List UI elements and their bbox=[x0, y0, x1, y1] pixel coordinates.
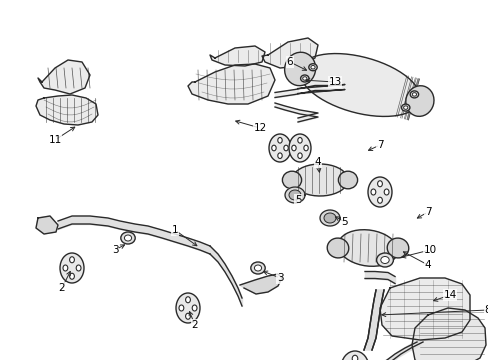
Text: 3: 3 bbox=[276, 273, 283, 283]
Ellipse shape bbox=[284, 52, 315, 86]
Text: 5: 5 bbox=[294, 195, 301, 205]
Text: 6: 6 bbox=[286, 57, 293, 67]
Ellipse shape bbox=[291, 145, 296, 151]
Text: 2: 2 bbox=[59, 283, 65, 293]
Ellipse shape bbox=[288, 134, 310, 162]
Ellipse shape bbox=[377, 197, 382, 203]
Ellipse shape bbox=[370, 189, 375, 195]
Text: 8: 8 bbox=[484, 305, 488, 315]
Ellipse shape bbox=[384, 189, 388, 195]
Polygon shape bbox=[285, 187, 305, 203]
Ellipse shape bbox=[179, 305, 183, 311]
Text: 4: 4 bbox=[314, 157, 321, 167]
Ellipse shape bbox=[411, 93, 416, 96]
Ellipse shape bbox=[303, 145, 307, 151]
Polygon shape bbox=[291, 164, 347, 196]
Ellipse shape bbox=[124, 235, 131, 241]
Text: 14: 14 bbox=[443, 290, 456, 300]
Ellipse shape bbox=[121, 232, 135, 244]
Ellipse shape bbox=[409, 91, 418, 98]
Ellipse shape bbox=[268, 134, 290, 162]
Text: 5: 5 bbox=[341, 217, 347, 227]
Polygon shape bbox=[379, 278, 469, 340]
Ellipse shape bbox=[326, 238, 348, 258]
Text: 7: 7 bbox=[424, 207, 430, 217]
Polygon shape bbox=[209, 46, 264, 66]
Ellipse shape bbox=[340, 351, 368, 360]
Text: 7: 7 bbox=[376, 140, 383, 150]
Ellipse shape bbox=[324, 213, 335, 223]
Ellipse shape bbox=[277, 138, 282, 143]
Ellipse shape bbox=[254, 265, 261, 271]
Text: 4: 4 bbox=[424, 260, 430, 270]
Text: 10: 10 bbox=[423, 245, 436, 255]
Polygon shape bbox=[363, 338, 375, 350]
Ellipse shape bbox=[271, 145, 276, 151]
Ellipse shape bbox=[69, 273, 74, 279]
Ellipse shape bbox=[69, 257, 74, 263]
Ellipse shape bbox=[76, 265, 81, 271]
Polygon shape bbox=[240, 274, 282, 294]
Polygon shape bbox=[367, 325, 377, 338]
Ellipse shape bbox=[282, 171, 301, 189]
Text: 13: 13 bbox=[328, 77, 341, 87]
Text: 3: 3 bbox=[111, 245, 118, 255]
Ellipse shape bbox=[63, 265, 68, 271]
Ellipse shape bbox=[403, 106, 407, 109]
Ellipse shape bbox=[310, 66, 314, 69]
Ellipse shape bbox=[297, 153, 302, 158]
Ellipse shape bbox=[386, 238, 408, 258]
Text: 1: 1 bbox=[171, 225, 178, 235]
Ellipse shape bbox=[283, 145, 287, 151]
Ellipse shape bbox=[185, 297, 190, 303]
Ellipse shape bbox=[288, 190, 301, 200]
Ellipse shape bbox=[308, 64, 317, 71]
Polygon shape bbox=[36, 216, 58, 234]
Ellipse shape bbox=[367, 177, 391, 207]
Ellipse shape bbox=[351, 355, 357, 360]
Ellipse shape bbox=[401, 104, 409, 111]
Polygon shape bbox=[320, 210, 339, 226]
Polygon shape bbox=[299, 54, 420, 116]
Polygon shape bbox=[338, 230, 397, 266]
Ellipse shape bbox=[300, 75, 308, 82]
Polygon shape bbox=[187, 64, 274, 104]
Ellipse shape bbox=[60, 253, 84, 283]
Ellipse shape bbox=[192, 305, 197, 311]
Polygon shape bbox=[373, 290, 383, 300]
Ellipse shape bbox=[302, 77, 306, 80]
Ellipse shape bbox=[377, 181, 382, 187]
Ellipse shape bbox=[380, 256, 388, 264]
Ellipse shape bbox=[338, 171, 357, 189]
Ellipse shape bbox=[277, 153, 282, 158]
Ellipse shape bbox=[176, 293, 200, 323]
Ellipse shape bbox=[297, 138, 302, 143]
Polygon shape bbox=[369, 312, 379, 325]
Polygon shape bbox=[38, 60, 90, 94]
Polygon shape bbox=[36, 95, 98, 125]
Polygon shape bbox=[371, 300, 381, 312]
Ellipse shape bbox=[250, 262, 264, 274]
Text: 2: 2 bbox=[191, 320, 198, 330]
Ellipse shape bbox=[185, 313, 190, 319]
Ellipse shape bbox=[376, 253, 392, 267]
Polygon shape bbox=[411, 308, 485, 360]
Polygon shape bbox=[262, 38, 317, 68]
Text: 12: 12 bbox=[253, 123, 266, 133]
Ellipse shape bbox=[405, 86, 433, 116]
Text: 11: 11 bbox=[48, 135, 61, 145]
